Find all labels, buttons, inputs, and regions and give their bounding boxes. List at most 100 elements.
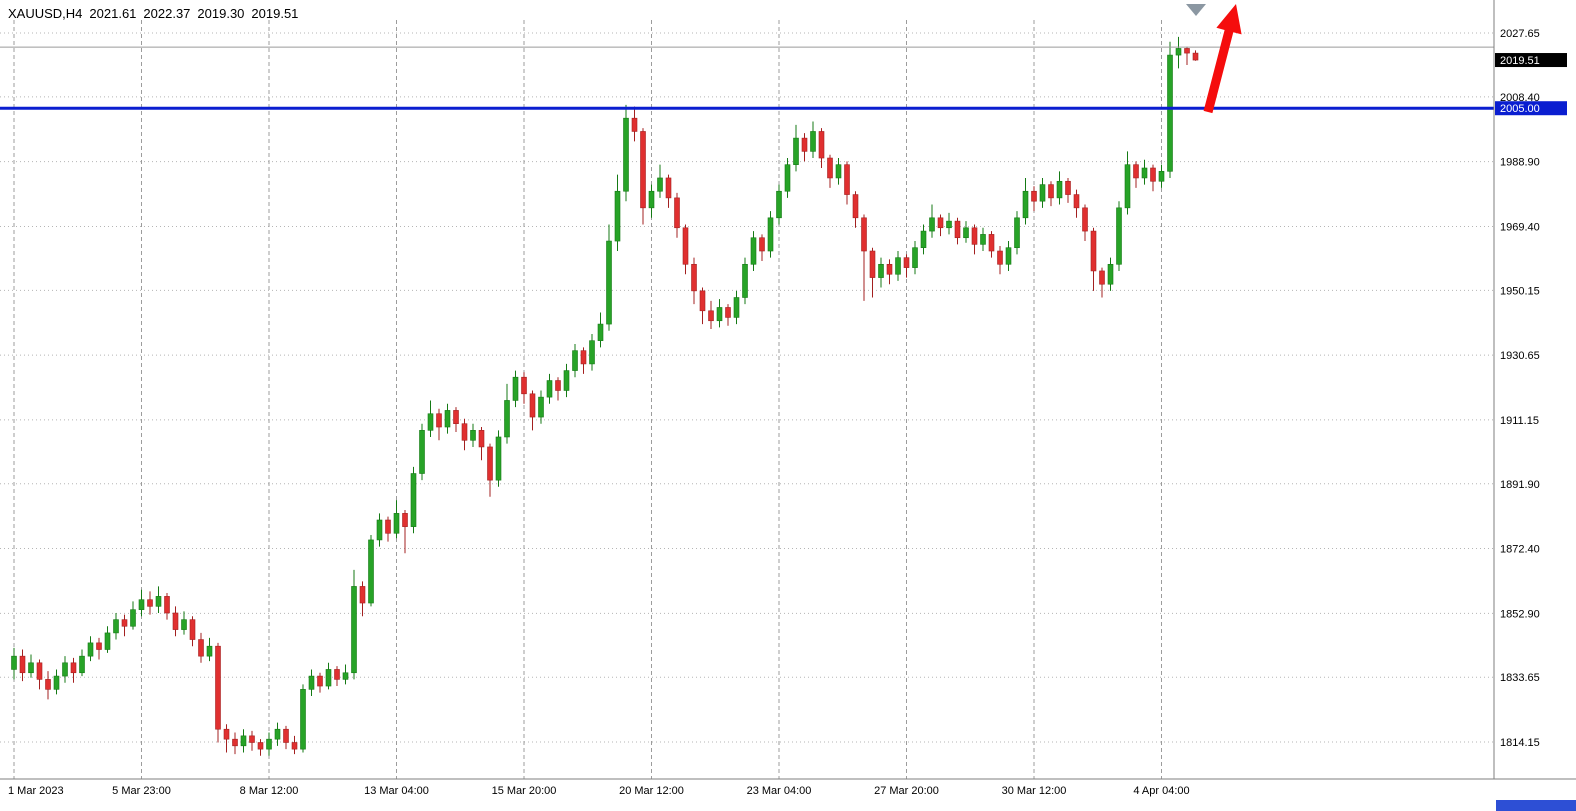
scrollbar-corner xyxy=(1496,800,1576,811)
candle-down xyxy=(1073,194,1080,209)
time-axis-label: 15 Mar 20:00 xyxy=(492,785,557,797)
candle-down xyxy=(682,227,689,265)
candle-down xyxy=(1150,167,1156,182)
candle-down xyxy=(147,599,153,607)
candle-down xyxy=(555,380,561,391)
candle-down xyxy=(453,410,459,424)
candle-up xyxy=(716,307,723,322)
candle-up xyxy=(28,662,34,674)
candle-down xyxy=(1065,180,1071,195)
candle-up xyxy=(614,190,621,242)
candle-down xyxy=(827,157,833,179)
candle-up xyxy=(87,642,94,657)
candle-down xyxy=(291,742,298,750)
candle-down xyxy=(436,413,442,428)
price-axis[interactable]: 2027.65 2008.40 1988.90 1969.40 1950.15 1930.… xyxy=(1493,0,1567,779)
candle-down xyxy=(580,350,587,365)
candle-down xyxy=(759,237,765,252)
candle-up xyxy=(1056,180,1063,199)
candle-up xyxy=(784,164,791,192)
quote-open: 2021.61 xyxy=(89,6,137,21)
grid-layer xyxy=(0,20,1494,779)
candle-up xyxy=(113,619,119,634)
objects-layer xyxy=(0,46,1494,110)
candle-down xyxy=(691,263,697,292)
candle-up xyxy=(368,539,374,604)
price-axis-label: 1814.15 xyxy=(1500,737,1540,749)
time-axis[interactable]: 1 Mar 2023 5 Mar 23:00 8 Mar 12:00 13 Mar 0… xyxy=(0,778,1576,797)
candle-up xyxy=(1167,54,1173,172)
candle-up xyxy=(563,370,570,391)
candle-down xyxy=(96,642,102,650)
candle-down xyxy=(861,217,867,252)
price-axis-label: 1950.15 xyxy=(1500,285,1540,297)
price-axis-label: 1833.65 xyxy=(1500,672,1540,684)
candle-up xyxy=(546,380,553,398)
candle-up xyxy=(325,669,332,687)
candle-up xyxy=(266,738,272,750)
candle-up xyxy=(1141,167,1148,179)
candle-down xyxy=(45,679,51,690)
candle-down xyxy=(121,619,128,627)
candle-down xyxy=(249,735,255,743)
annotations-layer xyxy=(1186,4,1242,114)
candle-down xyxy=(478,430,485,448)
candle-up xyxy=(810,131,816,152)
candle-up xyxy=(138,599,145,610)
candle-up xyxy=(512,376,519,401)
price-axis-label: 1872.40 xyxy=(1500,544,1540,556)
chart-shift-triangle-icon xyxy=(1186,4,1206,16)
candle-up xyxy=(1124,164,1131,209)
candle-down xyxy=(198,639,204,657)
candle-up xyxy=(1175,48,1182,56)
candle-down xyxy=(988,234,995,252)
time-axis-label: 27 Mar 20:00 xyxy=(874,785,939,797)
candle-up xyxy=(597,323,604,341)
time-axis-label: 8 Mar 12:00 xyxy=(240,785,299,797)
candle-down xyxy=(971,227,978,245)
candle-down xyxy=(1133,164,1139,179)
time-axis-label: 13 Mar 04:00 xyxy=(364,785,429,797)
candle-up xyxy=(776,190,782,219)
candle-up xyxy=(300,689,306,750)
candle-up xyxy=(793,137,799,165)
candle-down xyxy=(903,257,910,268)
candle-up xyxy=(1158,171,1165,182)
candle-up xyxy=(657,177,663,192)
candle-down xyxy=(869,250,876,278)
candle-up xyxy=(444,410,451,428)
candle-down xyxy=(937,217,944,229)
candle-down xyxy=(708,310,714,322)
quote-high: 2022.37 xyxy=(143,6,191,21)
candle-up xyxy=(155,596,162,607)
candle-down xyxy=(1082,207,1088,232)
candle-down xyxy=(70,662,77,674)
candle-up xyxy=(589,340,595,365)
candle-up xyxy=(504,400,510,438)
candle-up xyxy=(104,632,111,650)
price-axis-label: 1930.65 xyxy=(1500,350,1540,362)
candle-down xyxy=(665,177,672,199)
candle-down xyxy=(725,307,731,318)
candle-up xyxy=(895,257,901,275)
price-axis-label: 1969.40 xyxy=(1500,221,1540,233)
hline-price-tag-label: 2005.00 xyxy=(1500,103,1540,115)
candle-down xyxy=(818,131,825,159)
candle-up xyxy=(1107,263,1114,285)
price-axis-label: 2008.40 xyxy=(1500,92,1540,104)
candle-down xyxy=(19,655,26,674)
candle-up xyxy=(495,436,502,481)
candle-up xyxy=(53,675,60,690)
trend-arrow-annotation[interactable] xyxy=(1203,4,1242,114)
bid-price-tag-label: 2019.51 xyxy=(1500,55,1540,67)
candle-up xyxy=(79,655,85,674)
time-axis-label: 23 Mar 04:00 xyxy=(747,785,812,797)
price-axis-label: 1988.90 xyxy=(1500,157,1540,169)
candle-up xyxy=(376,519,383,541)
symbol-info: XAUUSD,H4 2021.61 2022.37 2019.30 2019.51 xyxy=(8,6,305,21)
candle-up xyxy=(572,350,578,371)
candle-down xyxy=(521,376,527,395)
candle-up xyxy=(1116,207,1122,265)
candle-up xyxy=(606,240,612,325)
